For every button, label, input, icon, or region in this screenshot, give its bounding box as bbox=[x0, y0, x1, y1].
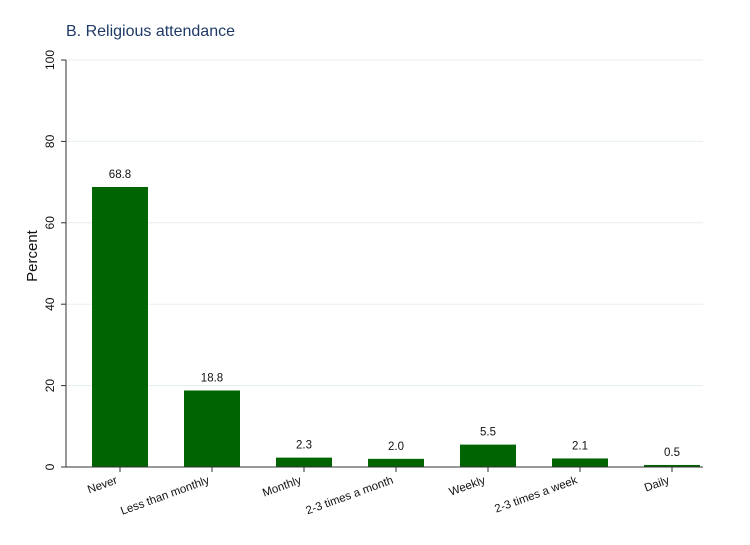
y-tick-label: 40 bbox=[43, 297, 57, 311]
chart-title: B. Religious attendance bbox=[66, 23, 235, 40]
y-tick-label: 80 bbox=[43, 134, 57, 148]
bar bbox=[644, 464, 700, 467]
category-label: Monthly bbox=[261, 474, 303, 499]
category-labels: Never Less than monthly Monthly 2-3 times a… bbox=[86, 474, 671, 517]
data-label: 2.1 bbox=[572, 440, 588, 452]
y-tick-label: 20 bbox=[43, 379, 57, 393]
bar bbox=[368, 458, 424, 467]
data-label: 68.8 bbox=[109, 169, 131, 181]
data-label: 2.0 bbox=[388, 441, 404, 453]
bar bbox=[184, 390, 240, 467]
category-label: Never bbox=[86, 474, 119, 496]
y-tick-label: 60 bbox=[43, 216, 57, 230]
data-label: 18.8 bbox=[201, 372, 223, 384]
bar bbox=[460, 444, 516, 467]
x-axis bbox=[66, 466, 703, 472]
data-label: 0.5 bbox=[664, 447, 680, 459]
y-tick-label: 100 bbox=[43, 50, 57, 70]
bars bbox=[92, 186, 700, 467]
category-label: Daily bbox=[643, 474, 671, 494]
bar bbox=[92, 186, 148, 467]
y-tick-label: 0 bbox=[43, 463, 57, 470]
bar bbox=[276, 457, 332, 467]
data-label: 5.5 bbox=[480, 427, 496, 439]
category-label: Less than monthly bbox=[119, 474, 211, 517]
data-label: 2.3 bbox=[296, 440, 312, 452]
category-label: Weekly bbox=[448, 474, 488, 498]
gridlines bbox=[66, 59, 703, 387]
value-labels: 68.8 18.8 2.3 2.0 5.5 2.1 0.5 bbox=[109, 169, 680, 459]
bar bbox=[552, 458, 608, 467]
category-label: 2-3 times a week bbox=[493, 474, 579, 515]
y-axis-label: Percent bbox=[24, 229, 41, 282]
category-label: 2-3 times a month bbox=[304, 475, 395, 518]
y-axis: 0 20 40 60 80 100 bbox=[43, 50, 67, 470]
